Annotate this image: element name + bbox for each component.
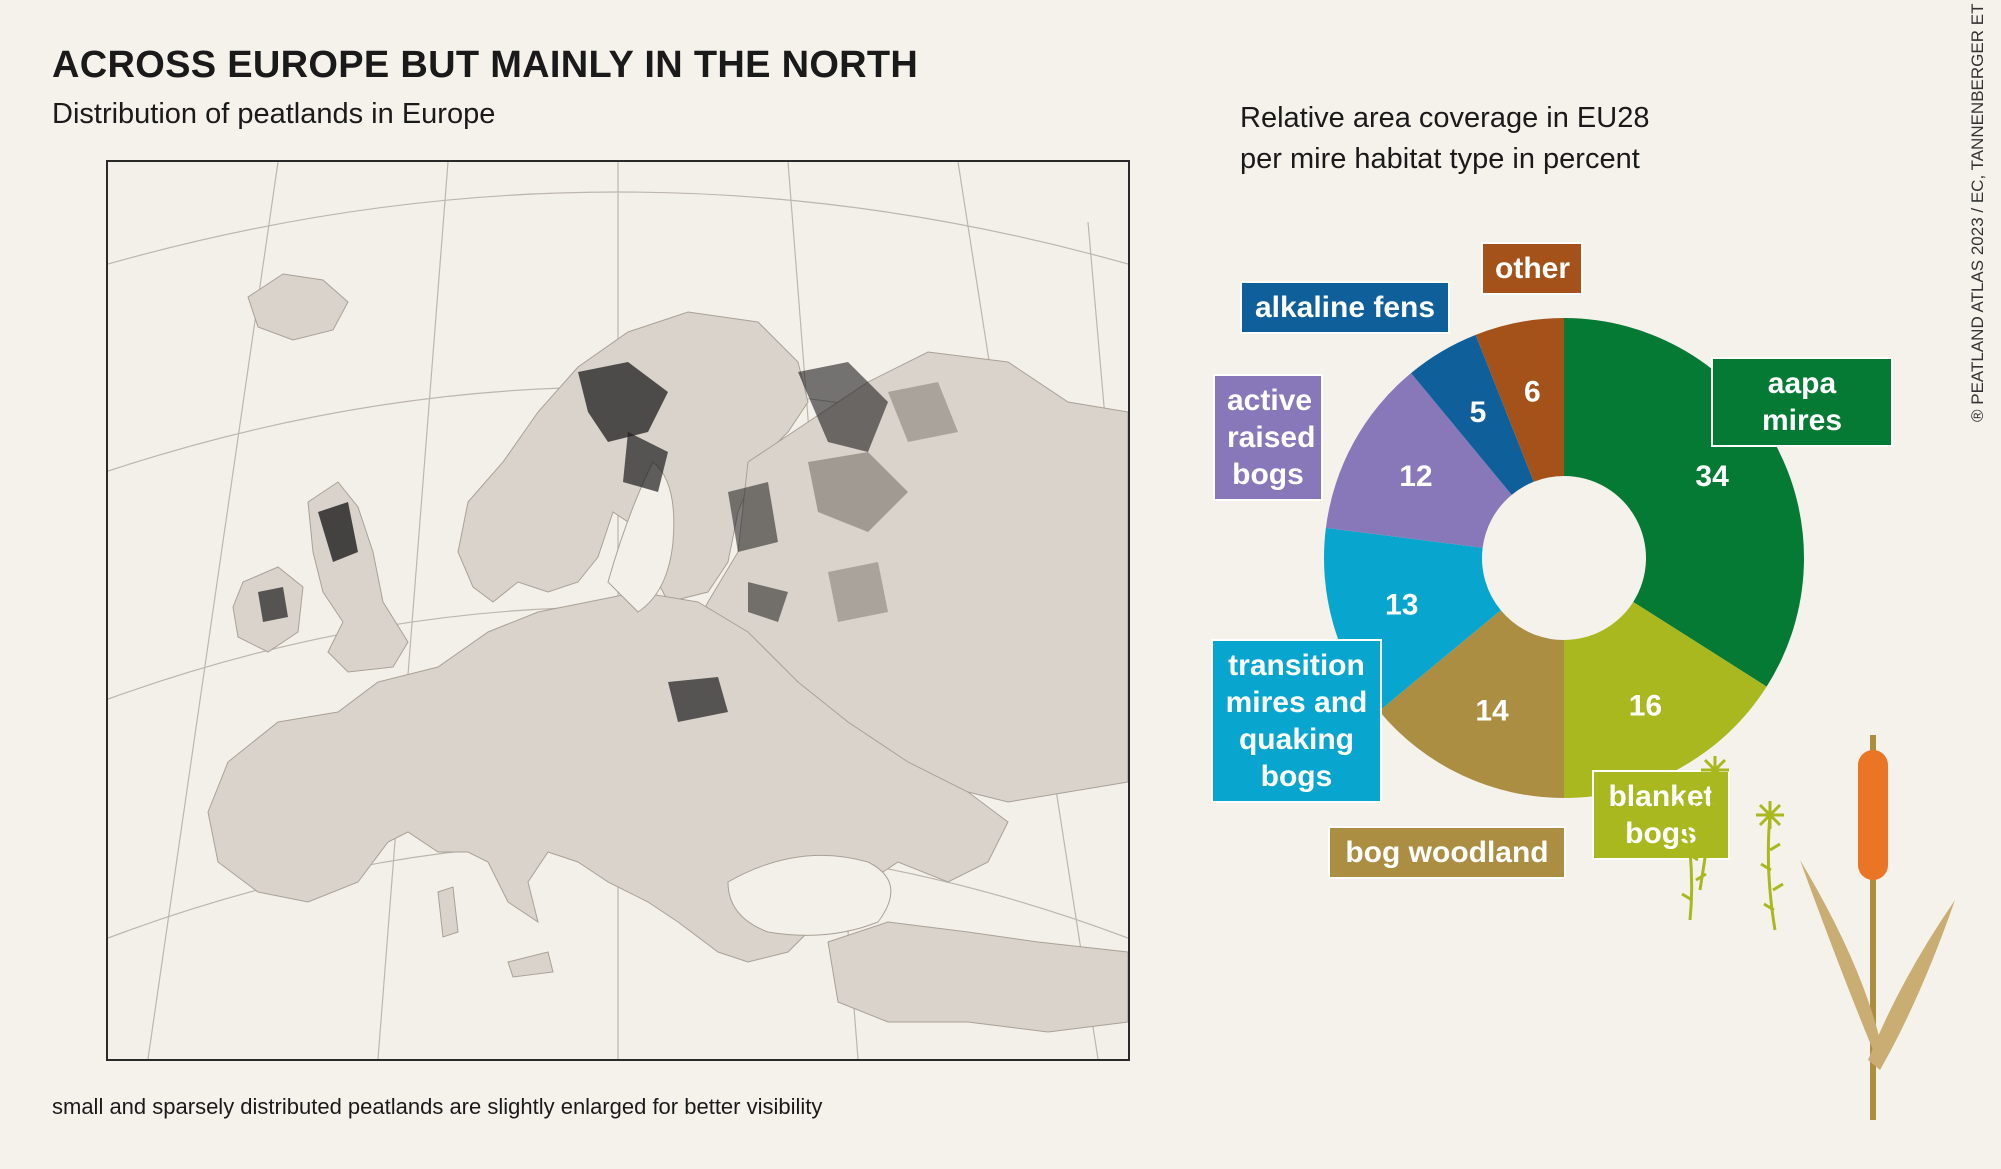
peatland-patches-grey	[808, 382, 958, 622]
donut-slice-blanket-bogs	[1564, 601, 1767, 798]
donut-value-active-raised-bogs: 12	[1399, 460, 1432, 493]
donut-value-bog-woodland: 14	[1475, 694, 1509, 727]
land-islands	[437, 886, 554, 978]
cattail-icon	[1800, 735, 1955, 1120]
plant-illustration	[1671, 735, 1955, 1120]
label-aapa-mires: aapa mires	[1711, 357, 1893, 447]
donut-value-aapa-mires: 34	[1695, 460, 1729, 493]
label-transition-mires: transition mires and quaking bogs	[1211, 639, 1382, 803]
label-active-raised-bogs: active raised bogs	[1213, 374, 1323, 501]
page-title: ACROSS EUROPE BUT MAINLY IN THE NORTH	[52, 44, 919, 86]
chart-title: Relative area coverage in EU28 per mire …	[1240, 98, 1649, 180]
baltic-sea	[607, 461, 675, 613]
map-footnote: small and sparsely distributed peatlands…	[52, 1094, 823, 1119]
donut-slice-alkaline-fens	[1411, 334, 1534, 495]
donut-slice-bog-woodland	[1379, 610, 1564, 798]
donut-slice-other	[1475, 318, 1564, 482]
map-svg	[108, 162, 1128, 1059]
peatland-patches	[258, 362, 888, 722]
label-bog-woodland: bog woodland	[1328, 826, 1566, 879]
moss-icon	[1671, 756, 1784, 931]
europe-peatland-map	[106, 160, 1130, 1061]
donut-value-alkaline-fens: 5	[1470, 396, 1487, 429]
donut-slice-active-raised-bogs	[1325, 373, 1512, 548]
black-sea	[727, 854, 892, 936]
donut-value-other: 6	[1524, 375, 1541, 408]
land-iceland	[247, 273, 349, 341]
label-alkaline-fens: alkaline fens	[1240, 281, 1450, 334]
donut-value-transition-mires-and-quaking-bogs: 13	[1385, 589, 1418, 622]
donut-value-blanket-bogs: 16	[1629, 690, 1662, 723]
map-subtitle: Distribution of peatlands in Europe	[52, 98, 496, 130]
chart-title-line-1: Relative area coverage in EU28	[1240, 102, 1650, 134]
chart-title-line-2: per mire habitat type in percent	[1240, 143, 1640, 175]
land-turkey	[827, 921, 1128, 1033]
label-other: other	[1481, 242, 1583, 295]
